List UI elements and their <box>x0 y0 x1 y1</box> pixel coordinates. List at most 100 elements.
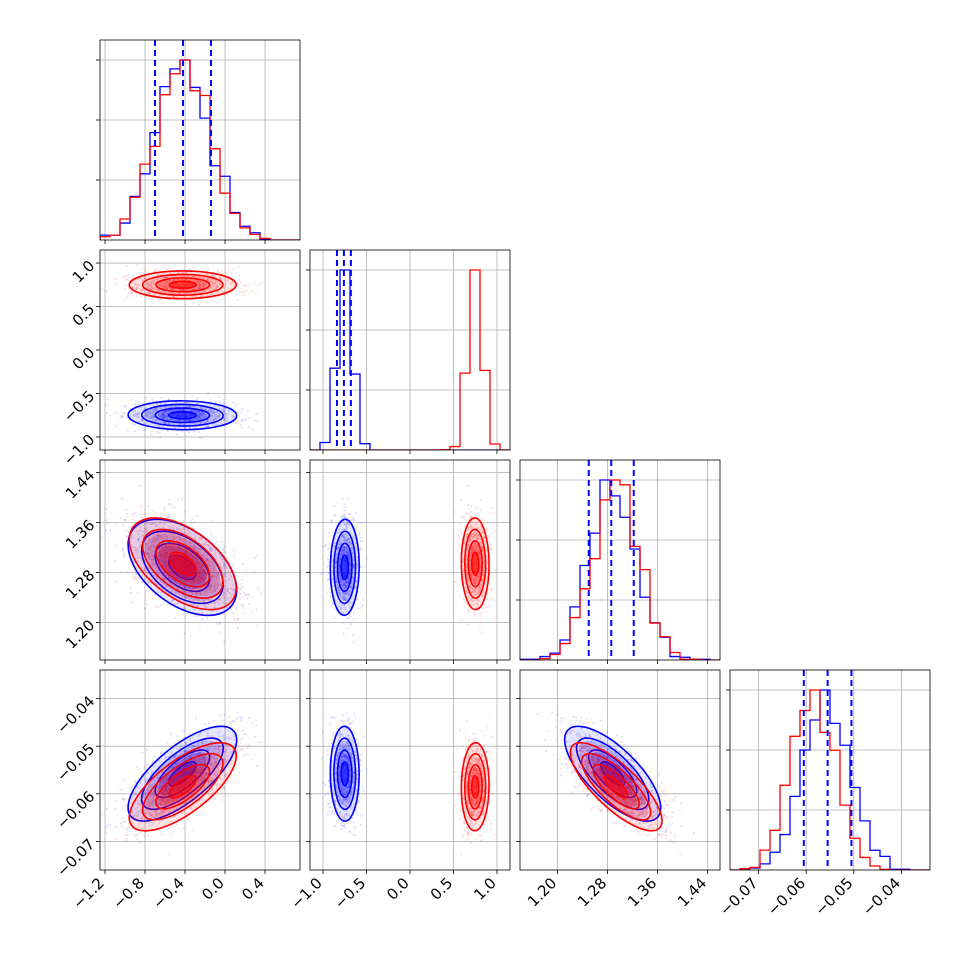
sample-point <box>348 513 352 516</box>
sample-point <box>469 516 472 519</box>
sample-point <box>191 575 194 578</box>
sample-point <box>459 523 462 526</box>
sample-point <box>338 543 341 546</box>
sample-point <box>341 497 345 500</box>
sample-point <box>473 532 476 535</box>
panel-1-0: −1.0−0.50.00.51.0 <box>60 249 301 469</box>
sample-point <box>226 416 229 419</box>
sample-point <box>179 292 182 295</box>
sample-point <box>166 546 169 550</box>
sample-point <box>162 564 165 567</box>
sample-point <box>356 564 359 567</box>
sample-point <box>466 533 469 536</box>
sample-point <box>159 290 162 293</box>
sample-point <box>348 606 351 609</box>
sample-point <box>462 573 465 576</box>
contour-line <box>340 554 350 581</box>
sample-point <box>144 427 147 430</box>
sample-point <box>173 602 176 605</box>
sample-point <box>143 566 146 570</box>
sample-point <box>156 538 159 541</box>
sample-point <box>470 575 473 578</box>
sample-point <box>471 545 474 548</box>
sample-point <box>346 538 349 541</box>
sample-point <box>152 545 155 549</box>
sample-point <box>352 565 355 568</box>
sample-point <box>468 525 471 528</box>
sample-point <box>472 548 475 551</box>
sample-point <box>474 542 477 545</box>
sample-point <box>348 556 351 559</box>
sample-point <box>341 593 344 596</box>
sample-point <box>186 580 189 583</box>
sample-point <box>480 547 484 550</box>
sample-point <box>165 538 169 541</box>
sample-point <box>199 561 202 564</box>
histogram-series-1 <box>100 59 300 240</box>
sample-point <box>160 284 164 287</box>
sample-point <box>481 548 484 551</box>
sample-point <box>346 497 349 500</box>
sample-point <box>122 412 125 415</box>
sample-point <box>463 525 466 528</box>
sample-point <box>178 419 181 422</box>
sample-point <box>182 288 185 292</box>
sample-point <box>165 282 168 285</box>
contour-line <box>460 517 490 611</box>
sample-point <box>186 551 189 554</box>
sample-point <box>167 398 170 401</box>
sample-point <box>162 538 165 541</box>
sample-point <box>231 593 234 597</box>
sample-point <box>461 560 464 564</box>
sample-point <box>175 548 178 551</box>
sample-point <box>343 509 346 512</box>
sample-point <box>183 590 186 593</box>
sample-point <box>159 548 162 552</box>
sample-point <box>167 576 170 579</box>
sample-point <box>233 284 236 287</box>
sample-point <box>471 536 474 540</box>
sample-point <box>172 574 175 577</box>
sample-point <box>343 598 346 602</box>
sample-point <box>146 552 149 556</box>
sample-point <box>185 419 188 423</box>
sample-point <box>173 288 176 291</box>
sample-point <box>236 591 239 594</box>
sample-point <box>327 571 330 574</box>
sample-point <box>185 550 188 553</box>
sample-point <box>130 535 133 538</box>
sample-point <box>218 623 221 626</box>
sample-point <box>188 431 191 434</box>
sample-point <box>170 410 174 413</box>
sample-point <box>193 546 196 549</box>
sample-point <box>213 575 216 578</box>
sample-point <box>216 415 219 418</box>
sample-point <box>188 531 191 534</box>
sample-point <box>471 525 474 528</box>
sample-point <box>175 535 179 538</box>
sample-point <box>192 521 195 524</box>
sample-point <box>192 558 195 561</box>
sample-point <box>161 289 164 293</box>
sample-point <box>158 416 161 419</box>
sample-point <box>188 587 191 590</box>
histogram-series-0 <box>520 479 720 660</box>
sample-point <box>344 533 347 536</box>
sample-point <box>176 586 179 590</box>
sample-point <box>144 542 147 545</box>
sample-point <box>123 518 126 522</box>
sample-point <box>143 532 146 535</box>
sample-point <box>169 280 172 283</box>
sample-point <box>137 412 140 416</box>
sample-point <box>174 549 177 552</box>
sample-point <box>133 409 137 412</box>
sample-point <box>100 536 103 539</box>
sample-point <box>347 594 350 597</box>
sample-point <box>461 561 465 564</box>
sample-point <box>189 754 192 757</box>
sample-point <box>211 547 214 550</box>
sample-point <box>151 283 154 286</box>
sample-point <box>134 549 137 552</box>
sample-point <box>482 556 485 559</box>
sample-point <box>341 521 344 524</box>
